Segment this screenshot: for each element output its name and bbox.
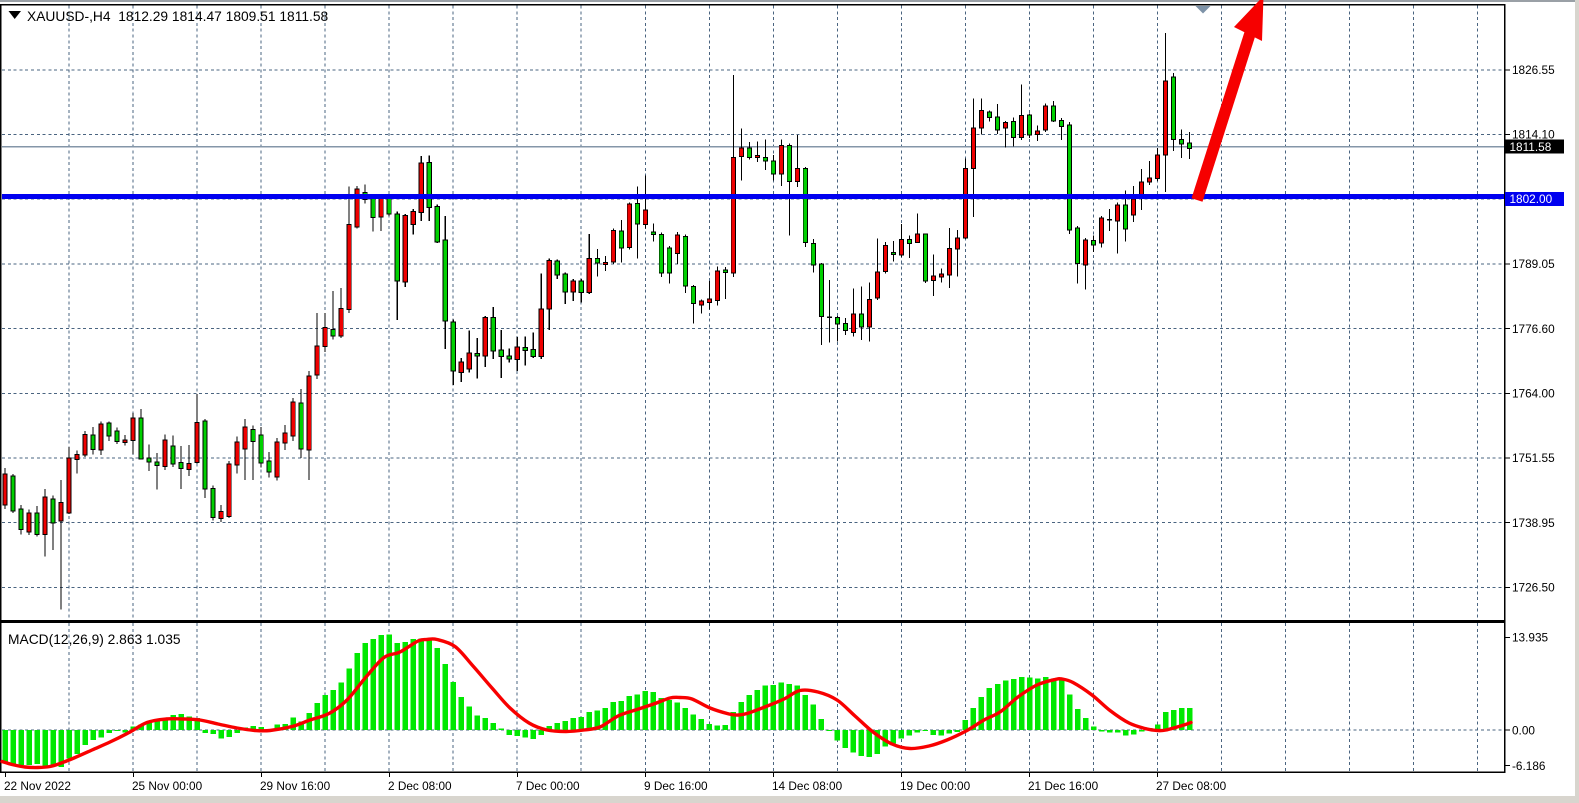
svg-text:14 Dec 08:00: 14 Dec 08:00 — [772, 779, 843, 793]
svg-text:1802.00: 1802.00 — [1510, 192, 1553, 206]
svg-text:27 Dec 08:00: 27 Dec 08:00 — [1156, 779, 1227, 793]
svg-text:25 Nov 00:00: 25 Nov 00:00 — [132, 779, 203, 793]
svg-text:1751.55: 1751.55 — [1512, 451, 1555, 465]
svg-text:13.935: 13.935 — [1512, 631, 1549, 645]
svg-text:9 Dec 16:00: 9 Dec 16:00 — [644, 779, 708, 793]
svg-text:1738.95: 1738.95 — [1512, 516, 1555, 530]
svg-text:1826.55: 1826.55 — [1512, 63, 1555, 77]
svg-text:29 Nov 16:00: 29 Nov 16:00 — [260, 779, 331, 793]
svg-text:2 Dec 08:00: 2 Dec 08:00 — [388, 779, 452, 793]
svg-text:1811.58: 1811.58 — [1510, 140, 1552, 154]
svg-text:1726.50: 1726.50 — [1512, 581, 1555, 595]
svg-text:0.00: 0.00 — [1512, 723, 1535, 737]
svg-text:XAUUSD-,H4 1812.29 1814.47 18: XAUUSD-,H4 1812.29 1814.47 1809.51 1811.… — [27, 9, 329, 24]
svg-text:1776.60: 1776.60 — [1512, 322, 1555, 336]
svg-text:1789.05: 1789.05 — [1512, 257, 1555, 271]
svg-text:21 Dec 16:00: 21 Dec 16:00 — [1028, 779, 1099, 793]
svg-text:22 Nov 2022: 22 Nov 2022 — [4, 779, 71, 793]
svg-text:MACD(12,26,9) 2.863 1.035: MACD(12,26,9) 2.863 1.035 — [8, 632, 181, 647]
svg-text:1814.10: 1814.10 — [1512, 128, 1555, 142]
svg-text:1764.00: 1764.00 — [1512, 387, 1555, 401]
svg-text:19 Dec 00:00: 19 Dec 00:00 — [900, 779, 971, 793]
svg-text:7 Dec 00:00: 7 Dec 00:00 — [516, 779, 580, 793]
svg-text:-6.186: -6.186 — [1512, 759, 1546, 773]
